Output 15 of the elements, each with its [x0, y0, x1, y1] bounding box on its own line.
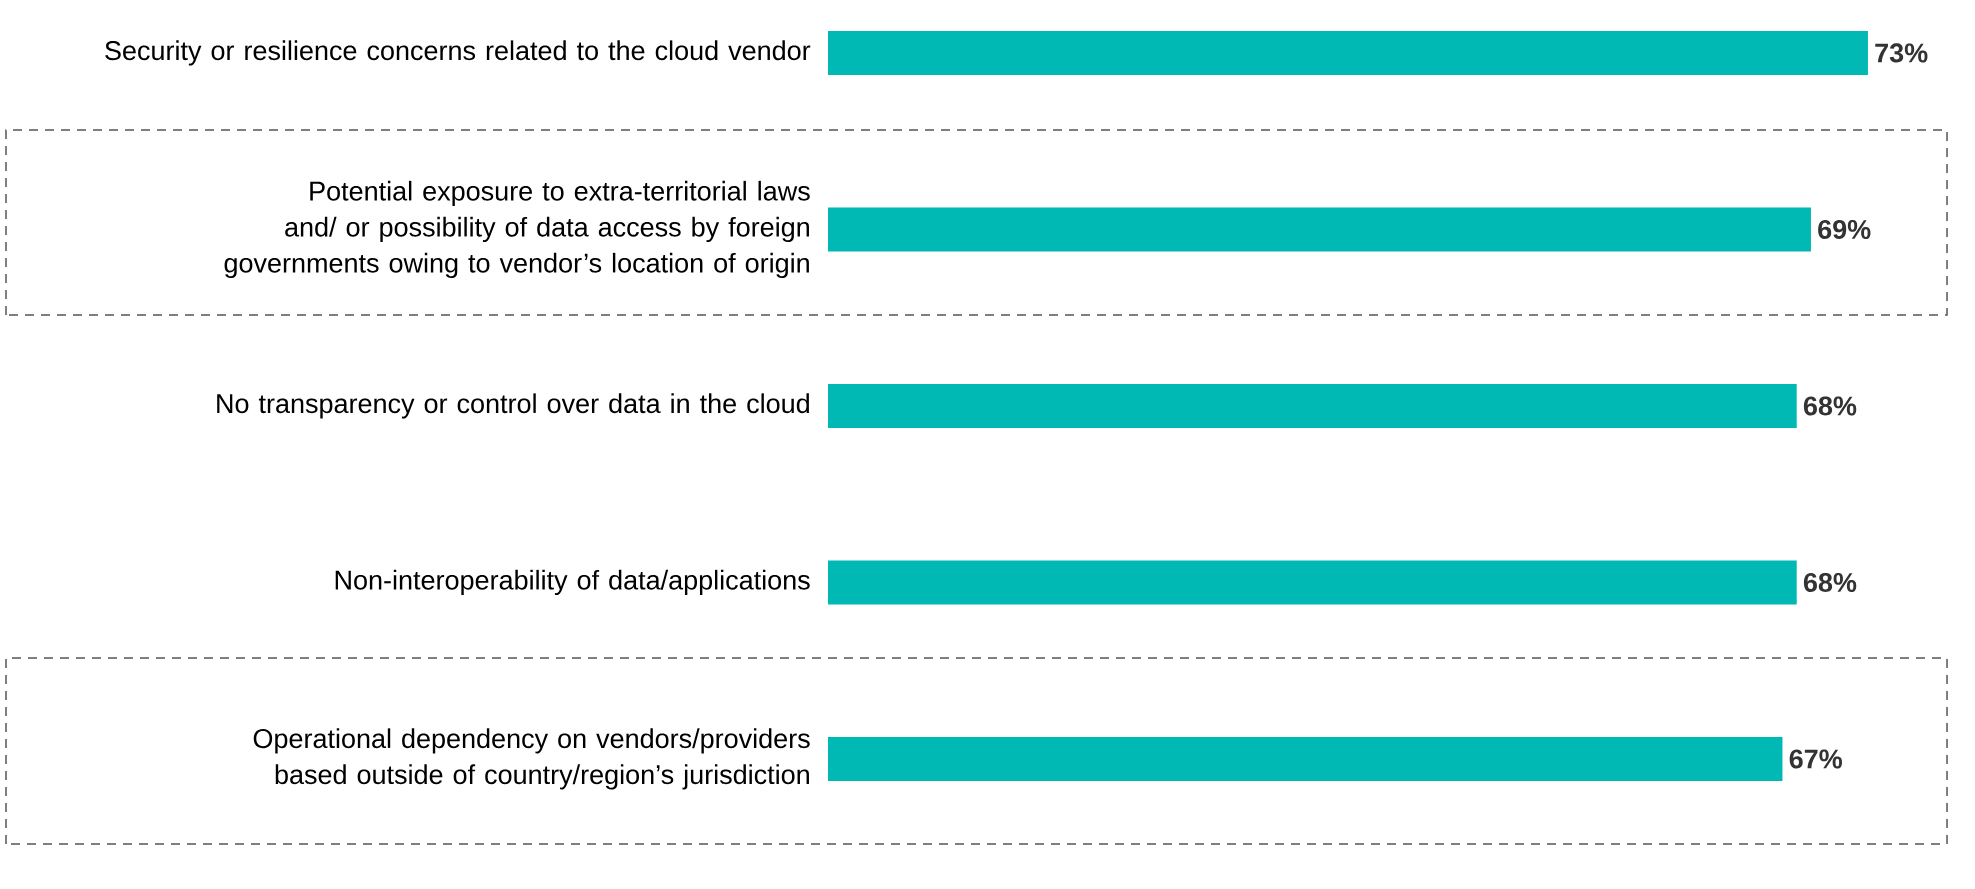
- data-label: 68%: [1803, 572, 1857, 592]
- bar: [828, 30, 1868, 75]
- bar: [828, 383, 1797, 428]
- y-tick-label: Security or resilience concerns related to the cloud vendor: [105, 40, 811, 66]
- y-tick-label: Operational dependency on vendors/providers based outside of country/region’s jurisdiction: [253, 728, 810, 790]
- y-tick-label: Potential exposure to extra-territorial laws and/ or possibility of data access by foreign governments owing to vendor’s location of origin: [224, 180, 810, 279]
- data-label: 69%: [1818, 219, 1871, 240]
- data-label: 67%: [1789, 749, 1842, 769]
- y-tick-label: No transparency or control over data in the cloud: [217, 393, 809, 419]
- data-label: 73%: [1875, 43, 1928, 63]
- bar: [828, 560, 1797, 605]
- data-label: 68%: [1803, 396, 1857, 416]
- bar: [828, 736, 1783, 781]
- y-tick-label: Non-interoperability of data/applications: [335, 569, 810, 596]
- bar: [828, 207, 1811, 252]
